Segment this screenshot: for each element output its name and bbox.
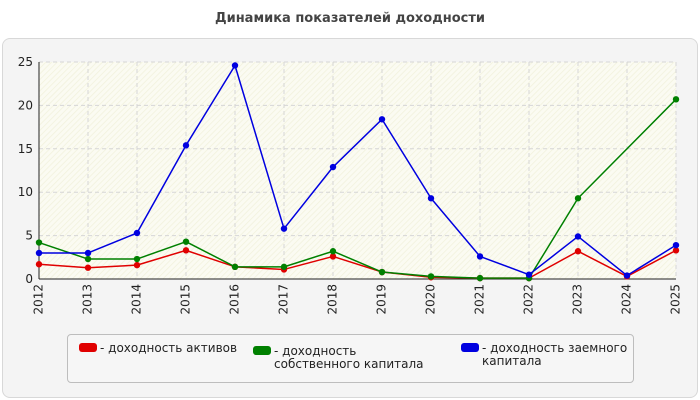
data-point	[329, 163, 337, 171]
data-point	[476, 274, 484, 282]
legend-swatch	[461, 343, 479, 352]
legend-label: - доходность заемного капитала	[482, 341, 628, 368]
series-lines	[35, 62, 680, 282]
x-tick-label: 2025	[669, 284, 683, 315]
data-point	[672, 96, 680, 103]
data-point	[182, 247, 190, 254]
x-tick-label: 2021	[473, 284, 487, 315]
data-point	[133, 261, 141, 269]
y-tick-label: 25	[18, 55, 33, 69]
legend-label: - доходность активов	[100, 341, 238, 355]
x-tick-label: 2014	[130, 284, 144, 315]
data-point	[35, 239, 43, 246]
y-tick-label: 0	[25, 272, 33, 286]
data-point	[231, 62, 239, 69]
data-point	[280, 263, 288, 271]
data-point	[329, 253, 337, 260]
data-point	[35, 249, 43, 257]
plot-hatch	[39, 62, 676, 279]
data-point	[623, 272, 631, 279]
x-tick-label: 2019	[375, 284, 389, 315]
data-point	[182, 142, 190, 149]
y-tick-label: 5	[25, 229, 33, 243]
data-point	[574, 233, 582, 240]
series-line	[38, 249, 677, 279]
data-point	[574, 195, 582, 202]
y-tick-label: 20	[18, 98, 33, 112]
data-point	[182, 238, 190, 245]
x-tick-label: 2023	[571, 284, 585, 315]
data-point	[672, 241, 680, 249]
grid-lines	[39, 61, 677, 279]
x-tick-label: 2020	[424, 284, 438, 315]
data-point	[329, 248, 337, 255]
data-point	[280, 225, 288, 232]
series-1	[35, 96, 680, 282]
series-line	[39, 64, 677, 277]
data-point	[525, 271, 533, 278]
x-tick-label: 2022	[522, 284, 536, 315]
data-point	[378, 268, 386, 276]
data-point	[84, 255, 92, 263]
x-tick-label: 2018	[326, 284, 340, 315]
x-tick-label: 2017	[277, 284, 291, 315]
x-tick-label: 2016	[228, 284, 242, 315]
data-point	[84, 264, 92, 271]
chart-title: Динамика показателей доходности	[215, 11, 485, 26]
data-point	[476, 253, 484, 260]
data-point	[84, 249, 92, 257]
data-point	[574, 248, 582, 255]
legend: - доходность активов - доходность собств…	[67, 334, 634, 383]
y-tick-label: 15	[18, 142, 33, 156]
x-tick-label: 2012	[32, 284, 46, 315]
data-point	[231, 263, 239, 271]
legend-label: - доходность собственного капитала	[274, 344, 424, 371]
data-point	[133, 255, 141, 263]
plot-area	[39, 62, 676, 279]
legend-swatch	[253, 346, 271, 355]
x-tick-label: 2024	[620, 284, 634, 315]
y-tick-label: 10	[18, 185, 33, 199]
data-point	[427, 195, 435, 202]
x-tick-label: 2013	[81, 284, 95, 315]
data-point	[35, 261, 43, 268]
data-point	[427, 273, 435, 280]
legend-swatch	[79, 343, 97, 352]
data-point	[672, 247, 680, 254]
data-point	[133, 229, 141, 237]
x-tick-label: 2015	[179, 284, 193, 315]
data-point	[378, 116, 386, 123]
series-2	[35, 62, 680, 279]
